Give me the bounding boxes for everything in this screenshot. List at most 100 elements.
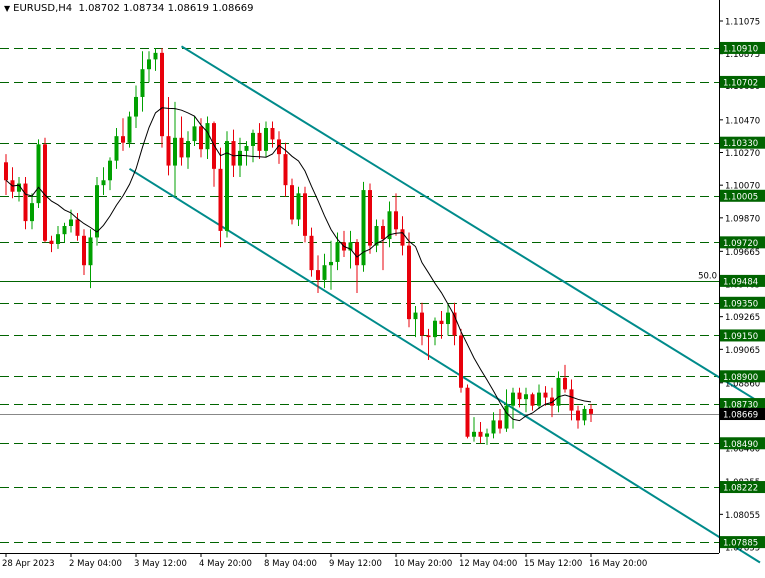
- candle-body: [394, 211, 398, 230]
- candle-body: [153, 52, 158, 60]
- candle-body: [556, 377, 561, 406]
- level-price-label-text: 1.10330: [723, 139, 758, 149]
- price-tick-label: 1.10070: [725, 182, 760, 192]
- candle-body: [82, 235, 86, 266]
- chart-header: ▼ EURUSD,H4 1.08702 1.08734 1.08619 1.086…: [4, 3, 253, 14]
- time-axis-label: 9 May 12:00: [329, 559, 382, 569]
- candle-body: [49, 240, 54, 244]
- candle-body: [296, 193, 301, 220]
- dropdown-triangle-icon[interactable]: ▼: [4, 4, 11, 13]
- candle-body: [381, 226, 385, 240]
- candle-body: [238, 150, 242, 166]
- level-price-label-box: [720, 437, 765, 450]
- level-price-label-box: [720, 136, 765, 149]
- candle-body: [368, 190, 372, 246]
- axes: 1.110751.108751.106801.104701.102701.100…: [0, 0, 760, 569]
- time-axis-label: 4 May 20:00: [199, 559, 252, 569]
- level-price-label-box: [720, 236, 765, 249]
- ohlc-values: 1.08702 1.08734 1.08619 1.08669: [78, 3, 254, 14]
- candle-body: [62, 226, 67, 235]
- level-price-label-text: 1.08490: [723, 440, 758, 450]
- candle-body: [140, 69, 145, 97]
- candle-body: [270, 127, 275, 140]
- candle-body: [17, 183, 21, 192]
- candle-body: [166, 136, 171, 166]
- price-tick-label: 1.08460: [725, 445, 760, 455]
- candle-body: [348, 242, 353, 251]
- candle-body: [329, 261, 333, 266]
- level-price-label-text: 1.09350: [723, 299, 758, 309]
- level-price-label-text: 1.07885: [723, 539, 758, 549]
- candle-body: [290, 185, 294, 220]
- current-price-label-box: [720, 408, 765, 421]
- candle-body: [23, 183, 28, 222]
- time-axis-label: 12 May 04:00: [459, 559, 517, 569]
- level-price-label-box: [720, 370, 765, 383]
- current-price-label-text: 1.08669: [723, 411, 758, 421]
- level-price-label-box: [720, 296, 765, 309]
- candle-body: [225, 141, 229, 231]
- level-price-label-text: 1.08222: [723, 484, 758, 494]
- candle-body: [426, 335, 431, 338]
- candle-body: [108, 160, 112, 181]
- candle-body: [257, 132, 262, 151]
- candle-body: [413, 312, 418, 320]
- time-axis-label: 3 May 12:00: [134, 559, 187, 569]
- candle-body: [199, 126, 203, 150]
- candle-body: [582, 408, 587, 421]
- level-price-label-box: [720, 398, 765, 411]
- candle-body: [173, 137, 177, 166]
- candlesticks: [4, 47, 593, 445]
- candle-body: [355, 242, 359, 266]
- candle-body: [589, 408, 593, 414]
- candle-body: [101, 180, 106, 186]
- candle-body: [264, 127, 268, 151]
- price-tick-label: 1.10270: [725, 149, 760, 159]
- candle-body: [231, 141, 236, 166]
- price-tick-label: 1.08055: [725, 511, 760, 521]
- candle-body: [524, 394, 528, 400]
- candle-body: [88, 237, 93, 266]
- candle-body: [303, 193, 307, 236]
- price-tick-label: 1.09265: [725, 313, 760, 323]
- candle-body: [192, 126, 197, 142]
- level-price-label-text: 1.09150: [723, 332, 758, 342]
- price-tick-label: 1.09665: [725, 248, 760, 258]
- candle-body: [439, 320, 444, 325]
- candle-body: [420, 312, 424, 336]
- time-axis-label: 28 Apr 2023: [2, 559, 55, 569]
- candle-body: [465, 387, 470, 437]
- candle-body: [478, 431, 483, 437]
- candle-body: [277, 139, 281, 155]
- price-tick-label: 1.09870: [725, 214, 760, 224]
- level-price-label-text: 1.08730: [723, 401, 758, 411]
- candle-body: [283, 154, 288, 186]
- price-tick-label: 1.07855: [725, 544, 760, 554]
- candle-body: [569, 389, 574, 411]
- symbol-timeframe: EURUSD,H4: [13, 3, 73, 14]
- moving-average-line: [5, 107, 592, 422]
- candle-body: [127, 116, 132, 143]
- price-labels: 1.10910 1.10702 1.10330 1.10005 1.09720 1.093…: [720, 41, 765, 549]
- candle-body: [95, 185, 99, 238]
- candle-body: [459, 335, 463, 388]
- time-axis-label: 8 May 04:00: [264, 559, 317, 569]
- candle-body: [186, 141, 190, 158]
- candle-body: [491, 420, 496, 434]
- candle-body: [134, 96, 138, 117]
- candle-body: [504, 405, 509, 429]
- candle-body: [121, 136, 125, 143]
- fib-price-label-box: [720, 274, 765, 287]
- candle-body: [4, 162, 8, 181]
- candle-body: [361, 190, 366, 266]
- candle-body: [543, 392, 548, 398]
- candle-body: [472, 431, 476, 437]
- level-price-label-box: [720, 41, 765, 54]
- candle-body: [446, 312, 450, 325]
- candle-body: [550, 397, 554, 406]
- candle-body: [498, 420, 502, 429]
- candle-body: [56, 234, 60, 244]
- level-price-label-box: [720, 75, 765, 88]
